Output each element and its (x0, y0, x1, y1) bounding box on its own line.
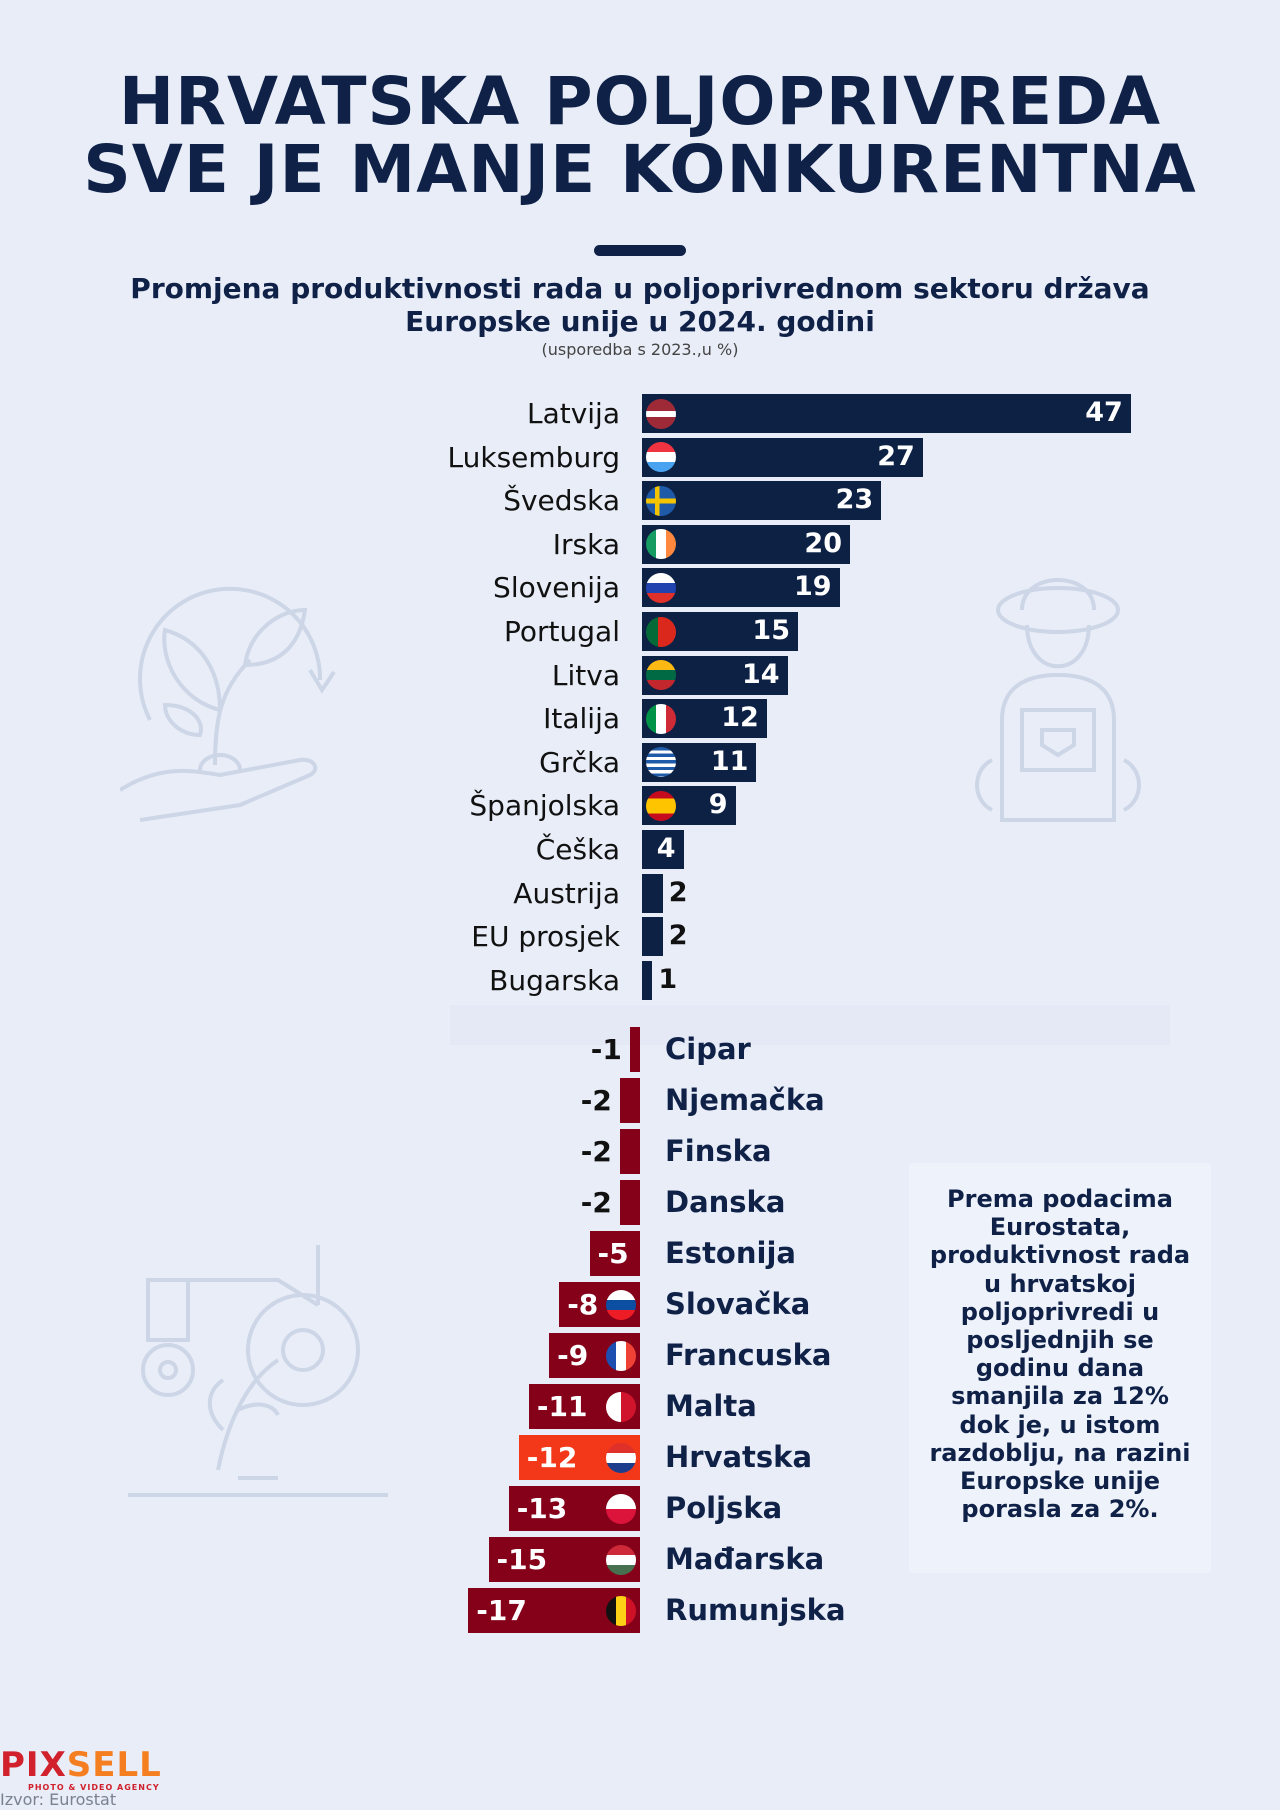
bar (642, 960, 653, 1000)
luxembourg-flag-icon (646, 442, 676, 473)
bar-label: Hrvatska (665, 1440, 813, 1474)
value-label: 19 (794, 571, 832, 603)
bar (619, 1078, 640, 1123)
plant-in-hand-icon (120, 586, 336, 822)
value-label: 4 (656, 833, 676, 864)
bar-label: Njemačka (665, 1083, 825, 1117)
bar-label: EU prosjek (471, 920, 620, 954)
bar-label: Francuska (665, 1338, 832, 1372)
subtitle-line-2: Europske unije u 2024. godini (405, 305, 875, 338)
bar-label: Grčka (539, 745, 620, 779)
value-label: 15 (752, 615, 790, 646)
bar-label: Slovenija (493, 571, 620, 605)
value-label: -9 (557, 1339, 589, 1372)
subtitle-note: (usporedba s 2023.,u %) (541, 340, 739, 359)
value-label: 27 (877, 440, 915, 472)
spain-flag-icon (646, 790, 676, 821)
bar-label: Švedska (503, 484, 620, 518)
value-label: -12 (526, 1441, 578, 1474)
portugal-flag-icon (646, 616, 676, 647)
value-label: -8 (567, 1288, 599, 1321)
bar-label: Luksemburg (447, 440, 620, 474)
farmer-icon (975, 578, 1141, 822)
bar (642, 524, 850, 564)
value-label: -11 (536, 1390, 588, 1423)
value-label: -2 (580, 1135, 612, 1168)
bar-label: Italija (543, 702, 620, 736)
bar (589, 1231, 640, 1276)
title-line-2: SVE JE MANJE KONKURENTNA (83, 131, 1197, 208)
bar (629, 1027, 640, 1072)
sweden-flag-icon (646, 485, 676, 516)
value-label: 2 (668, 876, 688, 908)
divider (594, 245, 686, 256)
separator-band (450, 1005, 1170, 1045)
value-label: 2 (668, 920, 688, 952)
croatia-flag-icon (606, 1442, 636, 1473)
value-label: 14 (742, 658, 780, 690)
bar-label: Rumunjska (665, 1593, 846, 1627)
value-label: -2 (580, 1186, 612, 1219)
subtitle-line-1: Promjena produktivnosti rada u poljopriv… (130, 272, 1150, 305)
bar-label: Malta (665, 1389, 757, 1423)
hungary-flag-icon (606, 1544, 636, 1575)
bar-label: Danska (665, 1185, 786, 1219)
bar-label: Estonija (665, 1236, 796, 1270)
lithuania-flag-icon (646, 660, 676, 691)
tractor-wheat-icon (128, 1245, 388, 1497)
bar-label: Austrija (513, 876, 620, 910)
pixsell-logo: PIXSELL (0, 1745, 162, 1785)
greece-flag-icon (646, 747, 676, 778)
value-label: 11 (710, 745, 749, 777)
value-label: 47 (1085, 397, 1123, 428)
source-note: Izvor: Eurostat (0, 1790, 117, 1809)
value-label: 12 (721, 702, 759, 734)
bar-label: Latvija (526, 397, 620, 430)
bar (619, 1180, 640, 1225)
bar (642, 481, 882, 521)
value-label: -2 (580, 1084, 612, 1117)
romania-flag-icon (606, 1595, 636, 1626)
bar-label: Mađarska (665, 1542, 825, 1576)
malta-flag-icon (606, 1391, 636, 1422)
bar (642, 437, 923, 477)
bar-label: Bugarska (489, 963, 620, 997)
poland-flag-icon (606, 1493, 636, 1524)
latvia-flag-icon (646, 398, 676, 429)
bar (642, 830, 684, 869)
bar (619, 1129, 640, 1174)
bar-label: Slovačka (665, 1287, 811, 1321)
ireland-flag-icon (646, 529, 676, 560)
bar (642, 873, 663, 913)
value-label: 20 (804, 527, 842, 559)
logo-tagline: PHOTO & VIDEO AGENCY (28, 1783, 160, 1792)
value-label: 23 (835, 484, 874, 516)
value-label: -1 (590, 1033, 622, 1066)
bar-label: Portugal (504, 615, 620, 648)
bar-label: Poljska (665, 1491, 783, 1525)
bar-label: Češka (535, 833, 620, 866)
bar-label: Cipar (665, 1032, 751, 1066)
bar-label: Španjolska (469, 789, 620, 823)
value-label: -5 (597, 1237, 629, 1270)
slovenia-flag-icon (646, 572, 676, 603)
title-line-1: HRVATSKA POLJOPRIVREDA (118, 63, 1162, 140)
bar (642, 394, 1131, 433)
info-textbox: Prema podacima Eurostata, produktivnost … (909, 1163, 1211, 1573)
slovakia-flag-icon (606, 1289, 636, 1320)
france-flag-icon (606, 1340, 636, 1371)
value-label: 9 (708, 789, 728, 821)
value-label: -15 (496, 1543, 548, 1576)
bar-label: Finska (665, 1134, 772, 1168)
bar (642, 917, 663, 957)
value-label: -17 (476, 1594, 527, 1627)
value-label: 1 (658, 963, 678, 995)
value-label: -13 (516, 1492, 568, 1525)
bar-label: Litva (551, 658, 620, 692)
italy-flag-icon (646, 703, 676, 734)
bar-label: Irska (552, 527, 620, 561)
